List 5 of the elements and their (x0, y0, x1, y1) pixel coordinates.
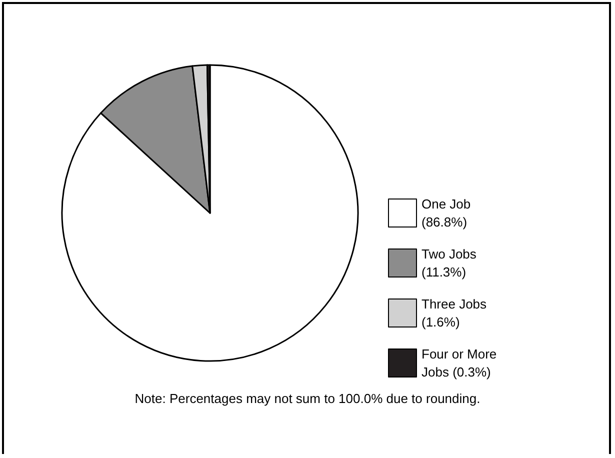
legend-label: Three Jobs (1.6%) (422, 296, 490, 330)
legend-label: Two Jobs (11.3%) (422, 246, 480, 280)
text: Note: Percentages may not sum to 100.0% due to rounding. (134, 391, 480, 406)
legend-label: One Job (86.8%) (422, 196, 474, 230)
legend-label: Four or More Jobs (0.3%) (422, 346, 500, 380)
